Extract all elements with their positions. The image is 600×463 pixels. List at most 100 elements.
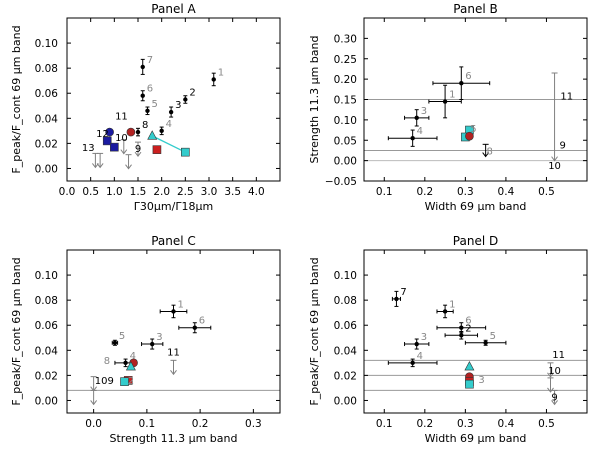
y-tick-label: 0.10 xyxy=(334,115,357,127)
y-tick-label: 0.00 xyxy=(35,163,58,175)
point-label: 7 xyxy=(147,55,153,66)
upper-limit-head xyxy=(120,149,128,155)
upper-limit-arrow xyxy=(551,389,558,406)
panel-d: Panel D 0.1 0.2 0.3 0.4 0.5 0.00 0.02 0.04 0.06 0.… xyxy=(308,234,588,445)
annotation-label: 5 xyxy=(470,124,476,135)
y-tick-label: 0.06 xyxy=(35,88,59,100)
point-label: 1 xyxy=(178,299,184,310)
x-axis-label: Strength 11.3 μm band xyxy=(110,432,238,445)
upper-limit-arrow xyxy=(92,152,99,169)
y-tick-label: 0.25 xyxy=(334,54,357,66)
annotation-label: 3 xyxy=(478,375,484,386)
point-label: 3 xyxy=(175,100,181,111)
x-axis-label: Γ30μm/Γ18μm xyxy=(134,200,213,213)
annotation-label: 10 xyxy=(548,366,561,377)
annotation-label: 11 xyxy=(115,112,128,123)
upper-limit-arrow xyxy=(134,141,142,157)
y-axis-label: F_peak/F_cont 69 μm band xyxy=(10,257,23,405)
data-point: 6 xyxy=(178,316,212,334)
y-tick-label: 0.05 xyxy=(334,135,357,147)
y-tick-label: 0.00 xyxy=(35,395,58,407)
annotation-label: 9 xyxy=(559,140,565,151)
x-tick-label: 0.4 xyxy=(498,418,515,430)
panel-title: Panel B xyxy=(453,2,497,16)
data-point: 2 xyxy=(183,88,196,104)
data-point: 5 xyxy=(464,331,507,346)
point-marker xyxy=(112,340,118,345)
data-point: 8 xyxy=(135,120,148,137)
point-marker xyxy=(159,128,164,134)
point-marker xyxy=(410,360,415,366)
data-point: 4 xyxy=(387,351,438,368)
data-point: 1 xyxy=(436,299,455,319)
x-tick-label: 0.1 xyxy=(139,418,156,430)
point-label: 5 xyxy=(490,331,496,342)
y-tick-label: 0.02 xyxy=(35,138,58,150)
annotation-label: 9 xyxy=(551,392,557,403)
data-point: 5 xyxy=(111,331,125,346)
x-tick-label: 0.1 xyxy=(376,186,393,198)
annotation-label: 8 xyxy=(104,356,110,367)
point-label: 6 xyxy=(147,84,153,95)
y-tick-label: 0.10 xyxy=(334,270,357,282)
point-label: 1 xyxy=(449,90,455,101)
y-tick-label: 0.00 xyxy=(334,395,357,407)
connector-line xyxy=(151,135,186,153)
point-marker xyxy=(140,93,145,98)
point-marker xyxy=(414,115,419,121)
y-tick-label: 0.08 xyxy=(334,295,357,307)
data-point: 6 xyxy=(140,84,153,102)
y-tick-label: −0.05 xyxy=(325,176,357,188)
point-marker xyxy=(145,108,150,113)
annotation-label: 13 xyxy=(82,143,95,154)
x-axis-label: Width 69 μm band xyxy=(425,200,527,213)
data-point: 7 xyxy=(140,55,153,75)
data-point: 6 xyxy=(436,316,487,334)
x-tick-label: 0.0 xyxy=(59,186,76,198)
upper-limit-head xyxy=(551,156,558,162)
x-tick-label: 1.0 xyxy=(106,186,123,198)
x-tick-label: 0.5 xyxy=(82,186,99,198)
square-marker xyxy=(120,377,129,386)
point-marker xyxy=(183,97,188,102)
upper-limit-head xyxy=(547,387,554,393)
x-tick-label: 0.2 xyxy=(416,186,433,198)
point-label: 4 xyxy=(130,351,136,362)
y-tick-label: 0.30 xyxy=(334,33,357,45)
x-tick-label: 0.2 xyxy=(192,418,209,430)
square-marker xyxy=(152,145,162,154)
y-tick-label: 0.02 xyxy=(334,370,357,382)
triangle-marker xyxy=(147,130,158,140)
circle-marker xyxy=(465,131,474,141)
point-marker xyxy=(211,77,216,82)
data-point: 3 xyxy=(404,332,430,350)
upper-limit-arrow xyxy=(120,139,128,155)
square-marker xyxy=(110,142,119,152)
point-marker xyxy=(414,341,419,347)
y-tick-label: 0.20 xyxy=(334,74,357,86)
upper-limit-arrow xyxy=(547,377,554,393)
point-marker xyxy=(123,360,128,366)
y-tick-label: 0.08 xyxy=(35,295,58,307)
x-tick-label: 0.3 xyxy=(457,186,474,198)
point-marker xyxy=(483,340,488,345)
upper-limit-head xyxy=(547,372,554,378)
upper-limit-head xyxy=(125,164,132,170)
x-tick-label: 0.2 xyxy=(416,418,433,430)
annotation-label: 109 xyxy=(95,376,114,387)
x-axis-label: Width 69 μm band xyxy=(425,432,527,445)
data-point: 5 xyxy=(145,99,158,116)
point-marker xyxy=(171,309,176,314)
y-tick-label: 0.06 xyxy=(334,320,358,332)
y-tick-label: 0.06 xyxy=(35,320,59,332)
upper-limit-arrow xyxy=(125,154,132,170)
circle-marker xyxy=(126,127,136,137)
data-point: 1 xyxy=(159,299,188,319)
upper-limit-arrow xyxy=(96,152,104,169)
x-tick-label: 3.0 xyxy=(201,186,218,198)
point-marker xyxy=(459,333,464,338)
plot-frame xyxy=(66,249,281,414)
data-point: 1 xyxy=(211,67,224,87)
x-tick-label: 3.5 xyxy=(224,186,241,198)
data-point: 4 xyxy=(387,126,438,147)
